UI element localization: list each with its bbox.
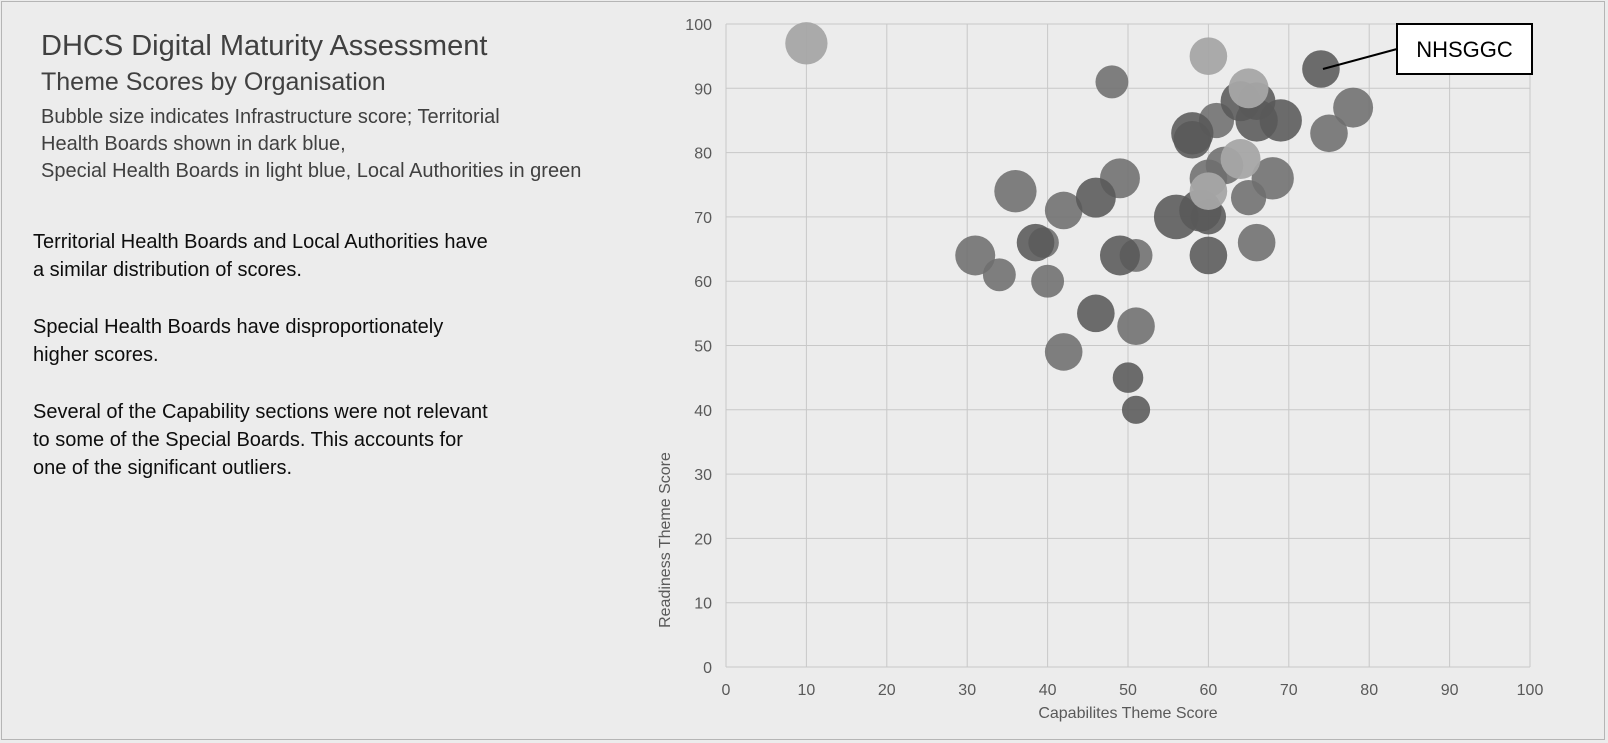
chart-grid	[725, 23, 1531, 668]
x-tick-label: 100	[1517, 682, 1544, 699]
paragraph-line: to some of the Special Boards. This acco…	[33, 429, 463, 451]
y-tick-label: 90	[694, 81, 712, 98]
bubble-point	[1095, 65, 1129, 99]
x-tick-label: 30	[958, 682, 976, 699]
y-axis-label: Readiness Theme Score	[657, 452, 674, 628]
y-tick-label: 60	[694, 274, 712, 291]
bubble-point	[1044, 333, 1083, 371]
paragraph-line: Several of the Capability sections were …	[33, 401, 488, 423]
bubble-point	[1220, 139, 1261, 180]
bubble-point	[785, 22, 828, 65]
page-title: DHCS Digital Maturity Assessment	[41, 30, 488, 62]
y-tick-label: 100	[685, 17, 712, 34]
bubble-point	[1031, 264, 1065, 298]
bubble-point	[1189, 37, 1228, 75]
bubble-point	[1016, 223, 1055, 262]
y-tick-label: 0	[703, 660, 712, 677]
x-tick-label: 10	[798, 682, 816, 699]
paragraph-line: one of the significant outliers.	[33, 457, 293, 479]
bubble-point	[1077, 294, 1115, 333]
x-axis-label: Capabilites Theme Score	[1038, 705, 1217, 722]
bubble-point	[1044, 191, 1083, 230]
description-line: Bubble size indicates Infrastructure sco…	[41, 106, 500, 128]
bubble-point	[1310, 114, 1348, 153]
x-tick-label: 80	[1360, 682, 1378, 699]
x-tick-label: 90	[1441, 682, 1459, 699]
x-tick-label: 20	[878, 682, 896, 699]
bubble-point	[955, 235, 996, 276]
bubble-point	[1112, 362, 1144, 393]
paragraph-line: Special Health Boards have disproportion…	[33, 316, 444, 338]
x-tick-label: 0	[722, 682, 731, 699]
paragraph-line: a similar distribution of scores.	[33, 259, 302, 281]
bubble-point	[994, 170, 1037, 213]
bubble-point	[1189, 172, 1228, 210]
bubble-point	[1099, 235, 1140, 276]
y-tick-label: 50	[694, 339, 712, 356]
bubble-point	[1228, 68, 1269, 109]
paragraph-distribution: Territorial Health Boards and Local Auth…	[33, 228, 653, 284]
y-axis-ticks: 0 10 20 30 40 50 60 70 80 90 100	[685, 17, 712, 677]
x-tick-label: 60	[1200, 682, 1218, 699]
page-subtitle: Theme Scores by Organisation	[41, 68, 386, 96]
x-tick-label: 70	[1280, 682, 1298, 699]
paragraph-line: higher scores.	[33, 344, 159, 366]
paragraph-special-boards: Special Health Boards have disproportion…	[33, 313, 653, 369]
y-tick-label: 10	[694, 596, 712, 613]
bubble-point	[1173, 120, 1212, 159]
x-axis-ticks: 0 10 20 30 40 50 60 70 80 90 100	[722, 682, 1544, 699]
bubble-point	[1237, 223, 1276, 262]
callout-leader-line	[1322, 48, 1398, 70]
x-tick-label: 50	[1119, 682, 1137, 699]
bubble-point	[1075, 177, 1116, 218]
y-tick-label: 70	[694, 210, 712, 227]
bubble-point	[1121, 395, 1151, 424]
bubble-point	[982, 258, 1016, 292]
y-tick-label: 30	[694, 467, 712, 484]
bubble-point	[1117, 307, 1155, 346]
x-tick-label: 40	[1039, 682, 1057, 699]
callout-box	[1396, 23, 1533, 75]
bubble-point	[1153, 194, 1199, 240]
bubble-point	[1230, 179, 1267, 216]
bubble-point	[1189, 236, 1228, 275]
description-line: Special Health Boards in light blue, Loc…	[41, 160, 582, 182]
y-tick-label: 40	[694, 403, 712, 420]
chart-description: Bubble size indicates Infrastructure sco…	[41, 104, 581, 185]
bubble-point	[1190, 199, 1227, 235]
bubble-point	[1302, 50, 1340, 88]
paragraph-line: Territorial Health Boards and Local Auth…	[33, 231, 488, 253]
callout-label: NHSGGC	[1416, 37, 1513, 62]
bubble-series	[785, 22, 1374, 424]
y-tick-label: 80	[694, 146, 712, 163]
bubble-point	[1333, 87, 1374, 128]
y-tick-label: 20	[694, 531, 712, 548]
description-line: Health Boards shown in dark blue,	[41, 133, 346, 155]
paragraph-outliers: Several of the Capability sections were …	[33, 398, 653, 482]
nhsggc-callout: NHSGGC	[1322, 23, 1533, 75]
